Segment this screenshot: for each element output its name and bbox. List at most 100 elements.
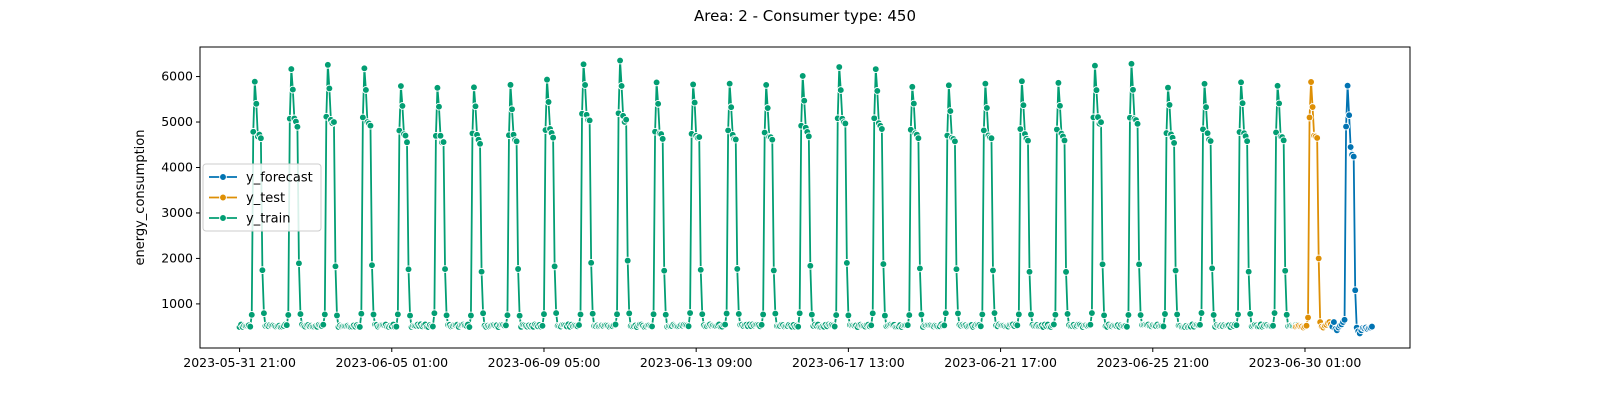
y_train-point xyxy=(476,139,484,148)
y_train-point xyxy=(295,259,303,268)
y_train-point xyxy=(695,133,704,141)
y_train-point xyxy=(1025,267,1034,276)
y_train-point xyxy=(288,85,297,94)
y_train-point xyxy=(1171,266,1180,275)
y_train-point xyxy=(616,56,624,65)
legend-label: y_train xyxy=(246,212,290,227)
y_train-point xyxy=(403,138,411,147)
y_train-point xyxy=(479,309,487,318)
y_train-point xyxy=(579,60,588,69)
y_train-point xyxy=(282,321,291,329)
y_train-point xyxy=(652,78,661,87)
y_train-point xyxy=(1135,260,1143,269)
x-tick-label: 2023-06-17 13:00 xyxy=(792,355,905,370)
y_train-point xyxy=(1243,137,1251,146)
y_train-point xyxy=(1016,125,1025,133)
plot-area xyxy=(235,56,1376,338)
y_test-point xyxy=(1308,103,1317,111)
y_test-line xyxy=(1295,81,1334,329)
y_train-point xyxy=(1165,101,1174,109)
y-tick-label: 5000 xyxy=(161,114,193,129)
y_train-point xyxy=(879,260,888,268)
y_train-point xyxy=(330,118,338,126)
y_train-point xyxy=(722,309,731,318)
series-y_test xyxy=(1291,78,1337,332)
y_train-point xyxy=(287,65,296,73)
y_train-point xyxy=(260,309,268,318)
y_train-point xyxy=(581,81,589,89)
y_train-point xyxy=(835,63,844,71)
x-tick-label: 2023-06-09 05:00 xyxy=(488,355,601,370)
y_train-point xyxy=(873,87,882,95)
y_train-point xyxy=(903,321,912,329)
legend-item: y_forecast xyxy=(209,171,313,186)
y_train-point xyxy=(369,310,378,319)
y_train-point xyxy=(613,310,621,319)
y_train-point xyxy=(1123,322,1131,331)
y_train-point xyxy=(1209,311,1218,319)
y_train-point xyxy=(1269,321,1277,330)
y_train-point xyxy=(514,265,522,273)
y_train-point xyxy=(1092,86,1101,94)
y-tick-label: 2000 xyxy=(161,250,193,265)
y_forecast-point xyxy=(1349,152,1358,161)
y_train-point xyxy=(990,309,999,317)
y_train-point xyxy=(941,309,950,318)
y_train-point xyxy=(293,122,302,131)
y-tick-label: 6000 xyxy=(161,69,193,84)
y_train-point xyxy=(247,310,256,319)
y_train-point xyxy=(794,322,803,331)
y_train-point xyxy=(617,82,626,90)
y_train-point xyxy=(759,310,767,319)
y_train-point xyxy=(1063,310,1072,318)
y_train-point xyxy=(1056,101,1064,110)
y_train-point xyxy=(989,266,997,275)
y_train-point xyxy=(1019,101,1028,110)
y_train-point xyxy=(1281,266,1290,275)
y_train-point xyxy=(806,261,815,270)
y_train-point xyxy=(832,311,841,319)
y_train-point xyxy=(1206,137,1215,145)
x-tick-label: 2023-06-30 01:00 xyxy=(1249,355,1362,370)
y_train-point xyxy=(320,310,329,319)
y_train-point xyxy=(470,83,478,92)
y_train-point xyxy=(357,309,366,318)
legend-box xyxy=(202,163,322,232)
y_train-point xyxy=(439,138,448,146)
legend-label: y_forecast xyxy=(246,171,313,186)
y_train-point xyxy=(252,99,261,108)
legend-item: y_test xyxy=(209,191,285,206)
y_train-point xyxy=(757,320,766,329)
y_train-point xyxy=(587,258,596,267)
y_train-point xyxy=(1196,320,1204,329)
y_train-point xyxy=(1202,103,1210,111)
y_train-point xyxy=(983,104,991,112)
y_train-point xyxy=(611,320,620,329)
y_train-point xyxy=(429,322,437,331)
y_train-point xyxy=(467,311,475,320)
y_train-point xyxy=(366,121,375,130)
y_train-point xyxy=(1014,310,1023,319)
y-tick-label: 4000 xyxy=(161,159,193,174)
y_train-point xyxy=(686,309,694,317)
legend-item: y_train xyxy=(209,212,290,227)
y_test-point xyxy=(1307,78,1315,86)
y_train-point xyxy=(1246,310,1255,318)
y_train-point xyxy=(881,311,889,320)
y_train-point xyxy=(1275,99,1283,108)
y_train-point xyxy=(433,83,442,92)
y_train-point xyxy=(1170,139,1178,147)
y_train-point xyxy=(1244,267,1253,276)
x-axis: 2023-05-31 21:00 2023-06-05 01:00 2023-06-… xyxy=(183,348,1361,370)
y_train-point xyxy=(324,61,332,69)
y_train-point xyxy=(623,256,632,265)
y-axis: 1000 2000 3000 4000 5000 6000 xyxy=(161,69,200,311)
y_train-point xyxy=(658,135,667,143)
y_train-point xyxy=(830,322,839,331)
y_train-point xyxy=(731,135,740,144)
y_train-point xyxy=(696,265,705,274)
x-tick-label: 2023-06-25 21:00 xyxy=(1096,355,1209,370)
y_train-point xyxy=(987,134,996,143)
y_train-point xyxy=(1127,59,1136,68)
